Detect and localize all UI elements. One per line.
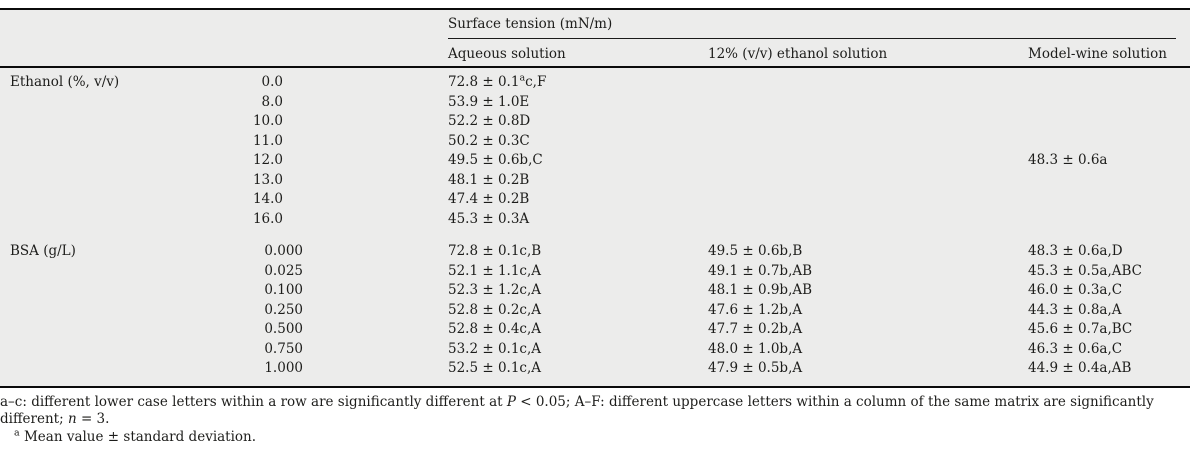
bsa-section: BSA (g/L) 0.000 72.8 ± 0.1c,B 49.5 ± 0.6…: [0, 242, 1190, 379]
ethanol12-value: 47.9 ± 0.5b,A: [708, 360, 803, 376]
italic-n: n: [67, 411, 77, 427]
aqueous-value: 72.8 ± 0.1c,B: [448, 243, 542, 259]
table-row: Ethanol (%, v/v) 0.0 72.8 ± 0.1ac,F: [0, 73, 1190, 93]
aqueous-value: 52.5 ± 0.1c,A: [448, 360, 542, 376]
aqueous-value: 49.5 ± 0.6b,C: [448, 152, 543, 168]
ethanol12-value: [708, 73, 1028, 93]
table-body: Ethanol (%, v/v) 0.0 72.8 ± 0.1ac,F 8.0 …: [0, 68, 1190, 386]
column-header-modelwine: Model-wine solution: [1028, 46, 1167, 62]
column-header-spacer: [0, 46, 448, 62]
aqueous-value: 52.8 ± 0.4c,A: [448, 321, 542, 337]
table-column-header-row: Aqueous solution 12% (v/v) ethanol solut…: [0, 39, 1190, 68]
table-group-header-row: Surface tension (mN/m): [0, 10, 1190, 39]
concentration-value: 8.0: [261, 93, 283, 110]
modelwine-value: 44.9 ± 0.4a,AB: [1028, 360, 1132, 376]
aqueous-value: 52.8 ± 0.2c,A: [448, 301, 542, 318]
concentration-value: 0.500: [264, 321, 303, 337]
table-row: 8.0 53.9 ± 1.0E: [0, 93, 1190, 113]
section-label-bsa: BSA (g/L): [10, 243, 76, 259]
aqueous-value: 52.1 ± 1.1c,A: [448, 262, 542, 279]
ethanol12-value: 47.7 ± 0.2b,A: [708, 321, 803, 337]
ethanol12-value: [708, 132, 1028, 152]
ethanol12-value: [708, 210, 1028, 230]
ethanol-section: Ethanol (%, v/v) 0.0 72.8 ± 0.1ac,F 8.0 …: [0, 73, 1190, 229]
ethanol12-value: [708, 171, 1028, 191]
section-label-ethanol: Ethanol (%, v/v): [10, 74, 120, 90]
aqueous-value: 45.3 ± 0.3A: [448, 210, 530, 227]
concentration-value: 12.0: [252, 152, 283, 168]
concentration-value: 10.0: [252, 113, 283, 129]
concentration-value: 0.000: [264, 243, 303, 259]
concentration-value: 1.000: [264, 360, 303, 376]
modelwine-value: 45.6 ± 0.7a,BC: [1028, 321, 1133, 337]
italic-P: P: [506, 393, 516, 410]
concentration-value: 14.0: [252, 191, 283, 207]
ethanol12-value: [708, 151, 1028, 171]
surface-tension-table: Surface tension (mN/m) Aqueous solution …: [0, 8, 1190, 388]
modelwine-value: 46.3 ± 0.6a,C: [1028, 340, 1123, 357]
modelwine-value: 45.3 ± 0.5a,ABC: [1028, 262, 1143, 279]
ethanol12-value: 49.5 ± 0.6b,B: [708, 243, 803, 259]
modelwine-value: [1028, 171, 1190, 191]
aqueous-value: 48.1 ± 0.2B: [448, 171, 530, 188]
ethanol12-value: [708, 190, 1028, 210]
modelwine-value: [1028, 210, 1190, 230]
modelwine-value: 48.3 ± 0.6a: [1028, 152, 1108, 168]
ethanol12-value: [708, 112, 1028, 132]
footnote-mean-value: a Mean value ± standard deviation.: [14, 427, 257, 445]
table-row: BSA (g/L) 0.000 72.8 ± 0.1c,B 49.5 ± 0.6…: [0, 242, 1190, 262]
modelwine-value: [1028, 73, 1190, 93]
table-row: 0.500 52.8 ± 0.4c,A 47.7 ± 0.2b,A 45.6 ±…: [0, 320, 1190, 340]
concentration-value: 0.250: [264, 301, 303, 318]
concentration-value: 0.750: [264, 340, 303, 357]
table-row: 0.025 52.1 ± 1.1c,A 49.1 ± 0.7b,AB 45.3 …: [0, 262, 1190, 282]
ethanol12-value: 48.0 ± 1.0b,A: [708, 340, 803, 357]
aqueous-value: 72.8 ± 0.1ac,F: [448, 72, 547, 90]
aqueous-value: 52.3 ± 1.2c,A: [448, 282, 542, 298]
ethanol12-value: 48.1 ± 0.9b,AB: [708, 282, 813, 298]
table-row: 13.0 48.1 ± 0.2B: [0, 171, 1190, 191]
modelwine-value: [1028, 132, 1190, 152]
column-header-ethanol12: 12% (v/v) ethanol solution: [708, 46, 888, 62]
aqueous-value: 53.2 ± 0.1c,A: [448, 340, 542, 357]
aqueous-value: 53.9 ± 1.0E: [448, 93, 530, 110]
modelwine-value: [1028, 190, 1190, 210]
group-header-spacer: [0, 10, 448, 39]
table-row: 12.0 49.5 ± 0.6b,C 48.3 ± 0.6a: [0, 151, 1190, 171]
concentration-value: 0.0: [261, 74, 283, 90]
concentration-value: 11.0: [252, 132, 283, 149]
table-row: 16.0 45.3 ± 0.3A: [0, 210, 1190, 230]
concentration-value: 16.0: [252, 210, 283, 227]
table-row: 1.000 52.5 ± 0.1c,A 47.9 ± 0.5b,A 44.9 ±…: [0, 359, 1190, 379]
footnote-significance: a–c: different lower case letters within…: [0, 393, 1154, 428]
table-row: 14.0 47.4 ± 0.2B: [0, 190, 1190, 210]
modelwine-value: [1028, 93, 1190, 113]
ethanol12-value: 49.1 ± 0.7b,AB: [708, 262, 813, 279]
aqueous-value: 50.2 ± 0.3C: [448, 132, 530, 149]
concentration-value: 0.100: [264, 282, 303, 298]
table-row: 11.0 50.2 ± 0.3C: [0, 132, 1190, 152]
table-row: 0.750 53.2 ± 0.1c,A 48.0 ± 1.0b,A 46.3 ±…: [0, 340, 1190, 360]
modelwine-value: 46.0 ± 0.3a,C: [1028, 282, 1123, 298]
footnote-a-marker: a: [14, 427, 20, 438]
table-row: 0.250 52.8 ± 0.2c,A 47.6 ± 1.2b,A 44.3 ±…: [0, 301, 1190, 321]
group-header-surface-tension: Surface tension (mN/m): [448, 10, 1176, 39]
concentration-value: 0.025: [264, 262, 303, 279]
aqueous-value: 47.4 ± 0.2B: [448, 191, 530, 207]
modelwine-value: 48.3 ± 0.6a,D: [1028, 243, 1123, 259]
aqueous-value: 52.2 ± 0.8D: [448, 113, 531, 129]
modelwine-value: [1028, 112, 1190, 132]
table-row: 0.100 52.3 ± 1.2c,A 48.1 ± 0.9b,AB 46.0 …: [0, 281, 1190, 301]
concentration-value: 13.0: [252, 171, 283, 188]
column-header-aqueous: Aqueous solution: [448, 46, 566, 62]
footnote-a-marker: a: [519, 72, 526, 84]
table-footnotes: a–c: different lower case letters within…: [0, 394, 1192, 447]
table-row: 10.0 52.2 ± 0.8D: [0, 112, 1190, 132]
modelwine-value: 44.3 ± 0.8a,A: [1028, 301, 1122, 318]
ethanol12-value: [708, 93, 1028, 113]
ethanol12-value: 47.6 ± 1.2b,A: [708, 301, 803, 318]
